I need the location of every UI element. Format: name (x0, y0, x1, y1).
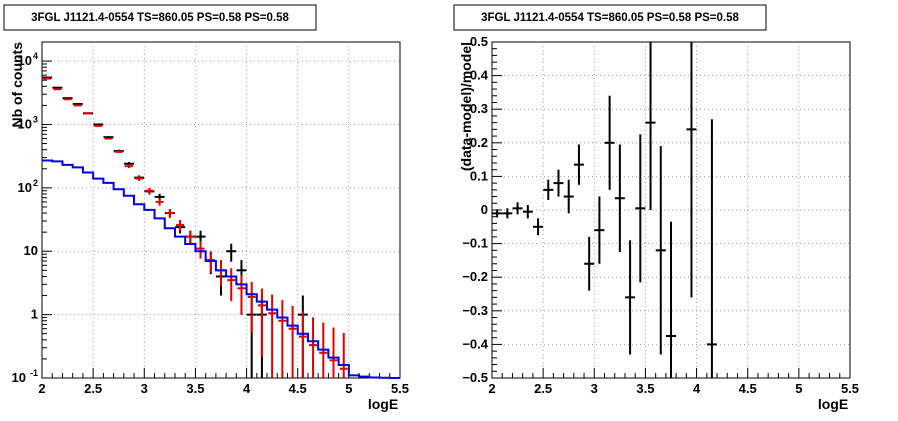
y-tick-label: −0.4 (462, 336, 488, 351)
y-tick-exponent: 4 (33, 51, 38, 61)
x-tick-label: 5 (345, 381, 352, 396)
x-tick-label: 3.5 (186, 381, 204, 396)
y-tick-exponent: 2 (33, 178, 38, 188)
x-tick-label: 2.5 (534, 381, 552, 396)
x-tick-label: 4.5 (289, 381, 307, 396)
y-tick-label: −0.2 (462, 269, 488, 284)
x-tick-label: 4.5 (739, 381, 757, 396)
y-tick-label: 0.1 (470, 168, 488, 183)
y-tick-label: 0 (481, 202, 488, 217)
y-tick-label: 0.5 (470, 34, 488, 49)
y-tick-label: 10 (24, 243, 38, 258)
x-tick-label: 3 (591, 381, 598, 396)
x-tick-label: 5.5 (841, 381, 859, 396)
y-tick-exponent: -1 (30, 368, 38, 378)
y-tick-label: 1 (31, 307, 38, 322)
x-tick-label: 4 (693, 381, 701, 396)
y-tick-label: 10 (18, 116, 32, 131)
y-tick-label: 0.4 (470, 68, 489, 83)
x-axis-label: logE (818, 396, 848, 412)
chart-title-box (3, 4, 317, 31)
x-tick-label: 2 (38, 381, 45, 396)
y-axis-label: Nb of counts (9, 42, 25, 128)
x-tick-label: 2 (488, 381, 495, 396)
chart-title: 3FGL J1121.4-0554 TS=860.05 PS=0.58 PS=0… (481, 12, 739, 24)
chart-title: 3FGL J1121.4-0554 TS=860.05 PS=0.58 PS=0… (31, 12, 289, 24)
y-tick-label: −0.5 (462, 370, 488, 385)
x-tick-label: 5 (795, 381, 802, 396)
x-tick-label: 3 (141, 381, 148, 396)
x-axis-label: logE (368, 396, 398, 412)
x-tick-label: 2.5 (84, 381, 102, 396)
y-tick-label: 0.3 (470, 101, 488, 116)
chart-title-box (453, 4, 767, 31)
x-tick-label: 5.5 (391, 381, 409, 396)
plot-frame (41, 41, 401, 379)
chart-panel-2: 2 2.5 3 3.5 4 4.5 5 5.5 −0.5 −0.4 −0.3 −0.2 −0.1 0 0.1… (453, 4, 859, 412)
y-axis-label: (data-model)/model (458, 42, 474, 171)
y-tick-label: 10 (18, 53, 32, 68)
y-tick-label: 10 (12, 370, 26, 385)
x-tick-label: 3.5 (636, 381, 654, 396)
x-tick-label: 4 (243, 381, 251, 396)
y-tick-label: −0.1 (462, 236, 488, 251)
y-tick-label: 10 (18, 180, 32, 195)
y-tick-label: −0.3 (462, 303, 488, 318)
model-step-line (42, 159, 400, 379)
y-tick-exponent: 3 (33, 114, 38, 124)
y-tick-label: 0.2 (470, 135, 488, 150)
